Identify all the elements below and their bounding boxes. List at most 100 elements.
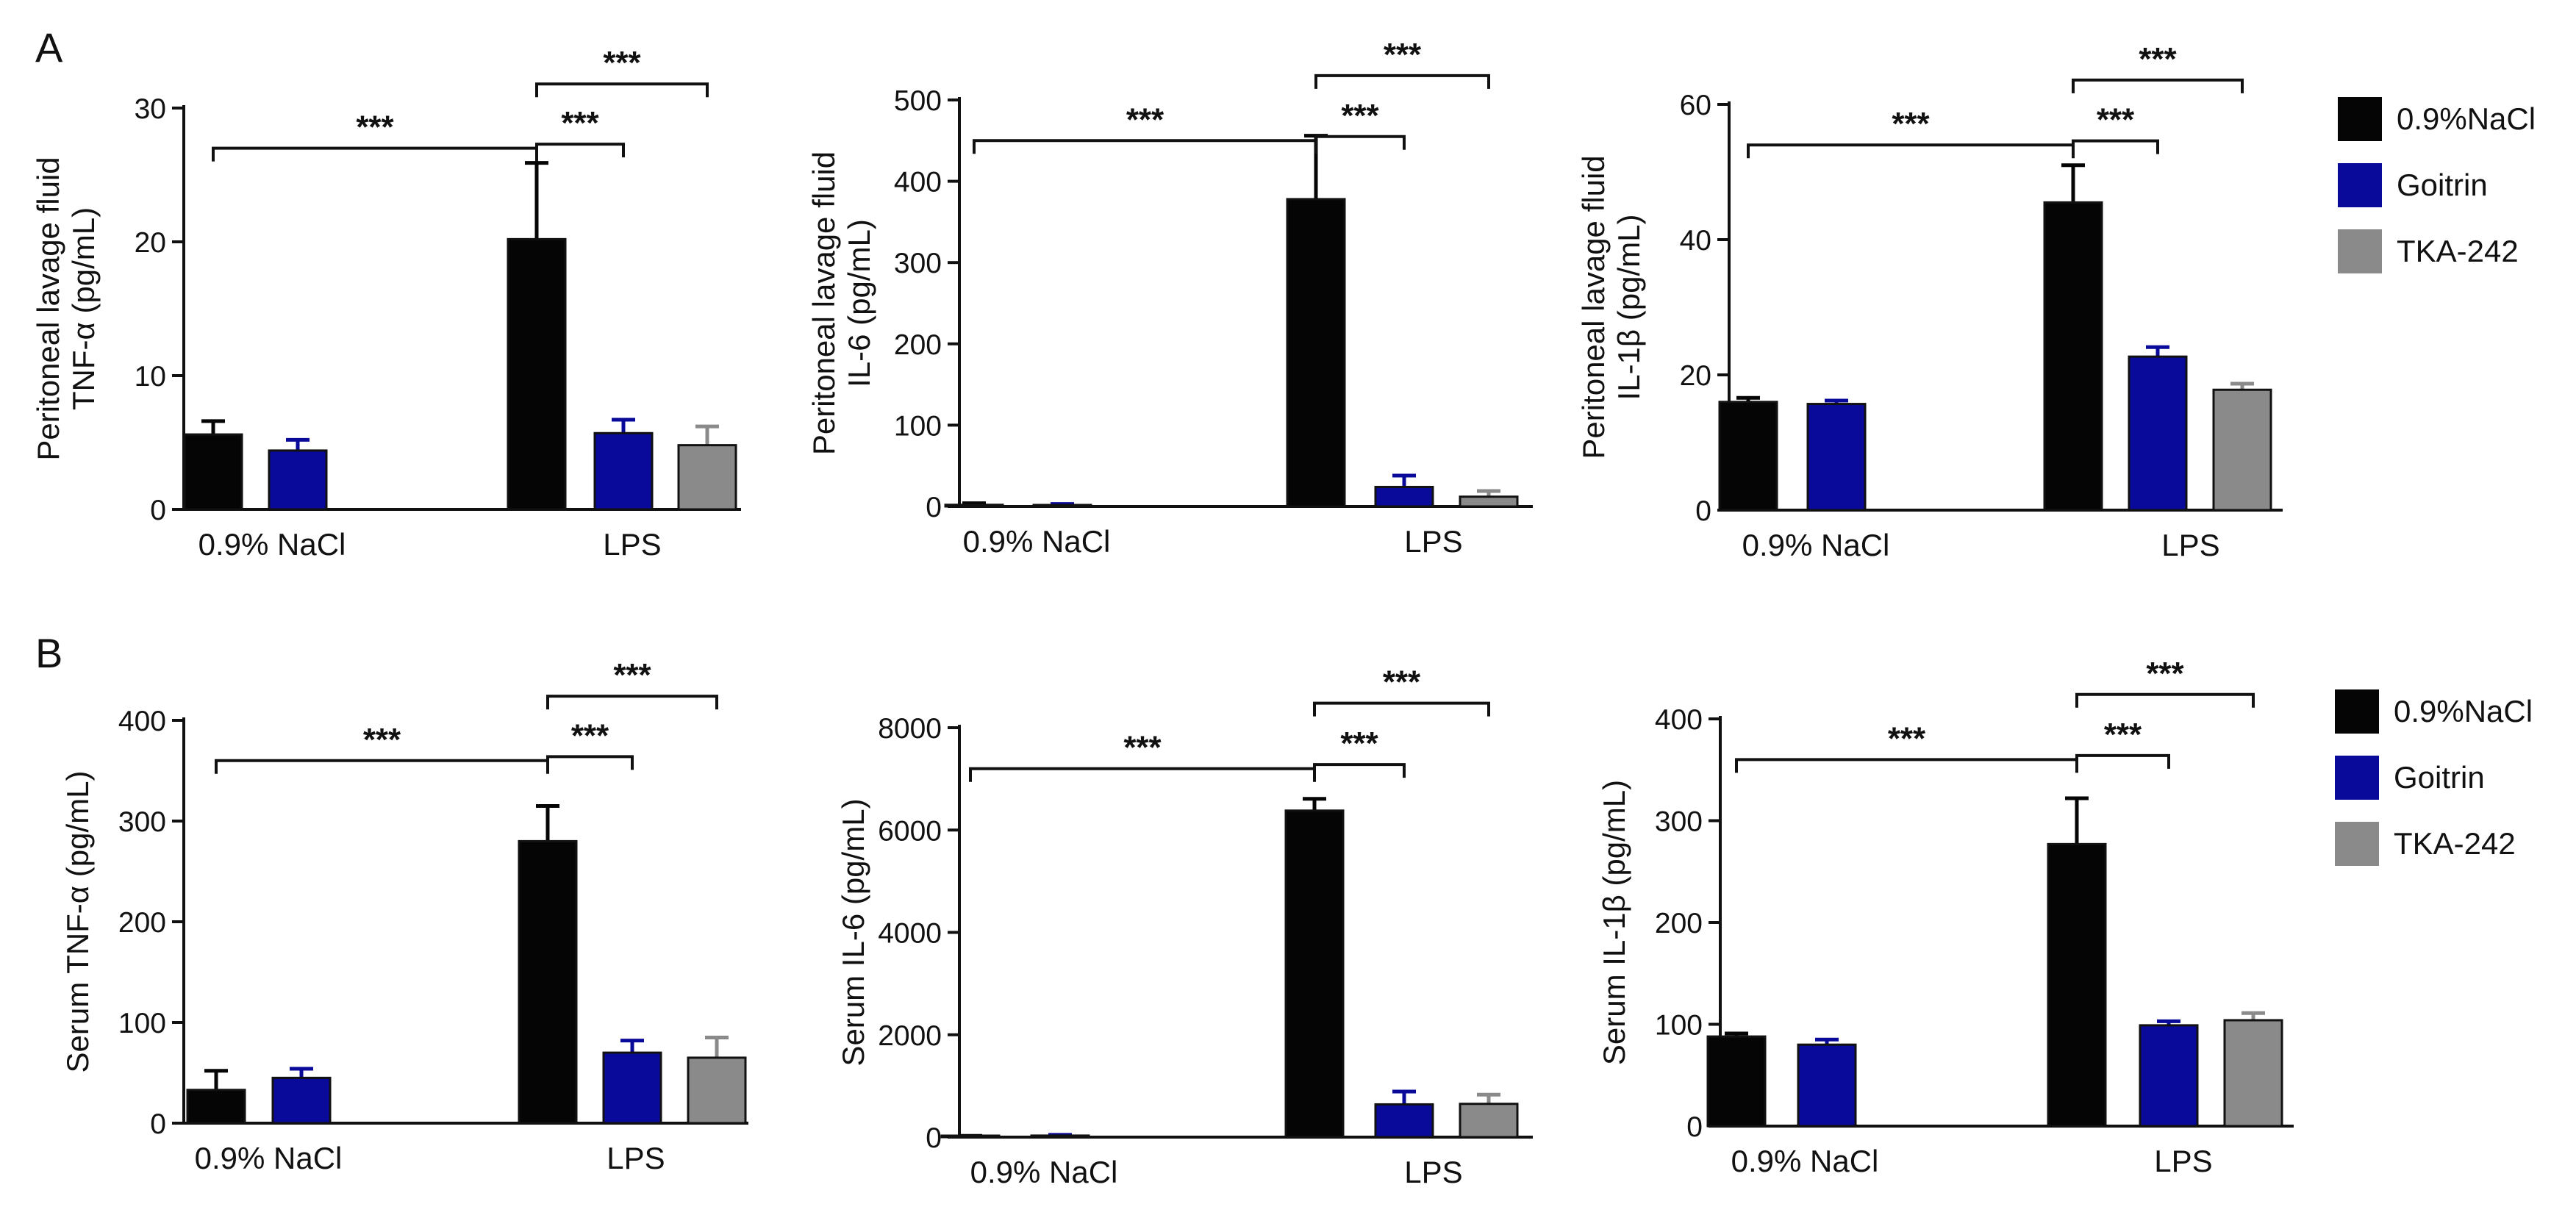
bar-nacl-nacl-group (940, 1134, 1001, 1139)
x-group-label: 0.9% NaCl (1742, 528, 1890, 562)
chart-5: 0 2000 4000 6000 8000 Serum IL-6 (pg/mL) 0.9% … (836, 664, 1533, 1189)
y-axis-label: TNF-α (pg/mL) (66, 207, 101, 410)
x-group-label: LPS (607, 1141, 665, 1175)
y-tick-label: 30 (135, 93, 166, 125)
significance-bracket (546, 695, 718, 710)
legend-panel-a: 0.9%NaCl Goitrin TKA-242 (2338, 97, 2536, 273)
x-group-label: 0.9% NaCl (963, 524, 1111, 559)
bar-nacl-nacl-group (1718, 401, 1778, 512)
significance-bracket (535, 82, 709, 98)
y-tick-label: 40 (1680, 225, 1711, 257)
legend-swatch-tka242 (2335, 822, 2379, 866)
bar-nacl-nacl-group (183, 433, 243, 511)
bar-tka242-lps-group (677, 444, 737, 511)
y-tick-label: 400 (1655, 704, 1703, 736)
y-tick-label: 20 (135, 227, 166, 259)
y-axis-label: Serum IL-1β (pg/mL) (1597, 780, 1631, 1065)
legend-swatch-goitrin (2335, 756, 2379, 800)
bar-tka242-lps-group (1459, 495, 1519, 508)
y-tick-label: 60 (1680, 90, 1711, 121)
significance-label: *** (561, 105, 599, 141)
bar-nacl-nacl-group (944, 504, 1004, 508)
y-tick-label: 200 (894, 329, 942, 361)
significance-label: *** (1383, 664, 1421, 701)
y-axis-label: Peritoneal lavage fluid (1576, 155, 1611, 459)
bar-goitrin-lps-group (1374, 1103, 1434, 1139)
x-group-label: 0.9% NaCl (1731, 1144, 1879, 1178)
bar-goitrin-nacl-group (1030, 1134, 1090, 1139)
bar-tka242-lps-group (2223, 1019, 2283, 1128)
bar-nacl-nacl-group (186, 1089, 246, 1125)
bar-tka242-lps-group (687, 1056, 747, 1125)
y-tick-label: 8000 (878, 713, 942, 745)
legend-label-nacl: 0.9%NaCl (2397, 101, 2536, 136)
bar-tka242-lps-group (2212, 388, 2272, 512)
bar-nacl-lps-group (1284, 809, 1345, 1139)
legend-label-tka242: TKA-242 (2397, 234, 2519, 268)
significance-bracket (1314, 135, 1406, 150)
y-tick-label: 0 (926, 492, 942, 523)
y-axis-label: Peritoneal lavage fluid (806, 151, 841, 455)
y-tick-label: 300 (894, 248, 942, 279)
significance-label: *** (1888, 720, 1926, 756)
significance-label: *** (363, 722, 401, 758)
chart-1: 0 10 20 30 Peritoneal lavage fluid TNF-α (pg/… (31, 45, 741, 562)
significance-bracket (212, 146, 538, 162)
significance-bracket (973, 139, 1317, 154)
y-axis-label: Peritoneal lavage fluid (31, 157, 65, 460)
significance-label: *** (1126, 101, 1164, 137)
x-group-label: 0.9% NaCl (970, 1155, 1118, 1189)
significance-bracket (546, 755, 634, 770)
y-tick-label: 0 (150, 495, 166, 526)
bar-goitrin-nacl-group (1797, 1043, 1857, 1128)
significance-label: *** (1340, 725, 1378, 762)
bar-nacl-lps-group (2047, 842, 2107, 1128)
bar-goitrin-nacl-group (1032, 504, 1092, 508)
y-tick-label: 4000 (878, 918, 942, 950)
significance-label: *** (1123, 730, 1162, 766)
y-tick-label: 20 (1680, 360, 1711, 392)
bar-nacl-lps-group (507, 237, 567, 511)
legend-swatch-goitrin (2338, 163, 2382, 207)
y-tick-label: 300 (1655, 806, 1703, 838)
significance-bracket (2075, 753, 2170, 769)
y-tick-label: 500 (894, 85, 942, 117)
y-axis-label: Serum IL-6 (pg/mL) (836, 798, 870, 1066)
y-tick-label: 200 (1655, 908, 1703, 939)
bar-goitrin-lps-group (602, 1051, 662, 1125)
bar-goitrin-nacl-group (268, 449, 328, 511)
significance-bracket (1314, 74, 1490, 89)
y-axis-label: Serum TNF-α (pg/mL) (60, 771, 95, 1073)
significance-bracket (1735, 758, 2078, 773)
bar-goitrin-nacl-group (1806, 403, 1867, 512)
panel-letter-a: A (35, 24, 63, 71)
chart-6: 0 100 200 300 400 Serum IL-1β (pg/mL) 0.9% NaC… (1597, 656, 2294, 1178)
y-tick-label: 100 (894, 410, 942, 442)
significance-label: *** (2097, 102, 2135, 138)
x-group-label: LPS (2154, 1144, 2212, 1178)
x-group-label: LPS (1404, 524, 1462, 559)
y-tick-label: 100 (118, 1008, 166, 1039)
y-tick-label: 400 (894, 167, 942, 198)
legend-label-nacl: 0.9%NaCl (2394, 694, 2533, 728)
significance-bracket (1747, 143, 2075, 159)
chart-2: 0 100 200 300 400 500 Peritoneal lavage fluid I… (806, 37, 1533, 559)
legend-label-goitrin: Goitrin (2394, 760, 2485, 795)
significance-label: *** (1341, 98, 1379, 134)
bar-nacl-lps-group (518, 839, 578, 1125)
significance-bracket (2072, 139, 2159, 154)
significance-label: *** (2146, 656, 2184, 692)
y-tick-label: 0 (1686, 1111, 1703, 1143)
significance-label: *** (2139, 41, 2177, 77)
bar-goitrin-lps-group (2139, 1024, 2199, 1128)
bar-nacl-lps-group (1286, 198, 1346, 508)
legend-swatch-tka242 (2338, 229, 2382, 273)
significance-bracket (535, 143, 625, 158)
y-axis-label: IL-6 (pg/mL) (842, 219, 876, 387)
y-tick-label: 6000 (878, 815, 942, 847)
legend-swatch-nacl (2338, 97, 2382, 141)
bar-goitrin-lps-group (593, 431, 654, 511)
y-tick-label: 400 (118, 706, 166, 737)
